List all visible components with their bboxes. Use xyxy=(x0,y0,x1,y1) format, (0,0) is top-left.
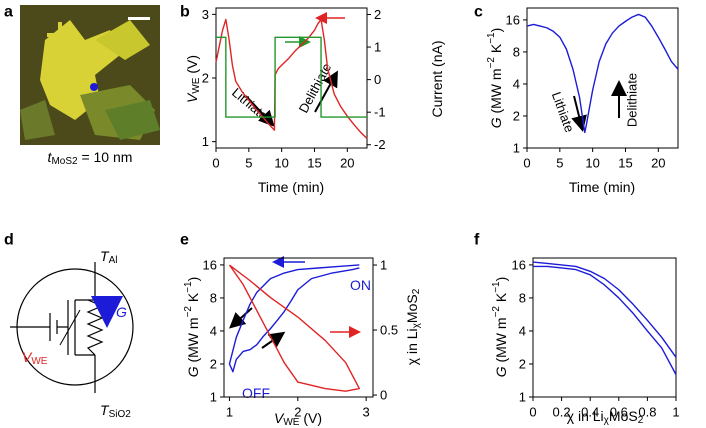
y-axis-label: G (MW m−2 K−1) xyxy=(183,277,202,378)
data-line xyxy=(228,264,360,373)
x-axis-label: χ in LiχMoS2 xyxy=(567,408,644,426)
y-tick-label: 4 xyxy=(513,76,520,91)
data-line xyxy=(228,264,361,392)
plot-frame xyxy=(532,257,677,398)
y2-tick-label: 1 xyxy=(374,40,381,55)
data-line xyxy=(526,13,679,134)
x-tick-label: 0 xyxy=(529,405,536,420)
y-tick-label: 8 xyxy=(210,290,217,305)
plot-frame xyxy=(223,257,374,398)
y2-tick-label: 1 xyxy=(380,258,387,273)
x-axis-label: Time (min) xyxy=(258,179,324,195)
x-tick-label: 0.2 xyxy=(553,405,571,420)
x-tick-label: 20 xyxy=(340,156,354,171)
y2-tick-label: 0.5 xyxy=(380,323,398,338)
panel-label: e xyxy=(180,232,189,249)
x-tick-label: 0.8 xyxy=(638,405,656,420)
y-tick-label: 2 xyxy=(519,356,526,371)
y-axis-label: G (MW m−2 K−1) xyxy=(491,277,510,378)
x-tick-label: 2 xyxy=(294,405,301,420)
x-axis-label: VWE (V) xyxy=(274,410,322,428)
y-tick-label: 8 xyxy=(519,290,526,305)
y2-tick-label: 0 xyxy=(374,72,381,87)
panel-label: c xyxy=(474,4,483,21)
panel-label: b xyxy=(180,4,190,21)
x-tick-label: 5 xyxy=(245,156,252,171)
y-tick-label: 1 xyxy=(519,390,526,405)
y-axis-label: VWE (V) xyxy=(184,55,202,103)
x-tick-label: 10 xyxy=(585,156,599,171)
data-line xyxy=(533,265,677,375)
data-line xyxy=(216,36,367,118)
process-arrow xyxy=(261,331,286,349)
annotation: Delithiate xyxy=(625,73,640,127)
y-tick-label: 1 xyxy=(210,390,217,405)
y2-axis-label: Current (nA) xyxy=(429,40,445,117)
x-tick-label: 15 xyxy=(307,156,321,171)
annotation: OFF xyxy=(242,385,270,401)
panel-label: d xyxy=(4,232,14,249)
plot-frame xyxy=(526,7,679,149)
annotation: ON xyxy=(350,277,371,293)
y-tick-label: 2 xyxy=(210,356,217,371)
circuit-label: TSiO2 xyxy=(100,402,131,420)
x-tick-label: 20 xyxy=(651,156,665,171)
circuit-label: VWE xyxy=(22,349,48,367)
micrograph xyxy=(20,5,160,145)
panel-label: a xyxy=(4,4,13,21)
process-arrow xyxy=(229,307,253,329)
y2-tick-label: 0 xyxy=(380,388,387,403)
image-caption: tMoS2 = 10 nm xyxy=(48,149,133,167)
x-tick-label: 0.4 xyxy=(581,405,599,420)
y-tick-label: 16 xyxy=(512,257,526,272)
plot-frame xyxy=(215,7,368,149)
y2-tick-label: -1 xyxy=(374,105,386,120)
y2-tick-label: -2 xyxy=(374,137,386,152)
y-tick-label: 1 xyxy=(202,134,209,149)
annotation: Lithiate xyxy=(549,90,577,135)
x-tick-label: 0 xyxy=(212,156,219,171)
circuit xyxy=(10,262,134,393)
circuit-label: TAl xyxy=(100,248,117,266)
y-tick-label: 1 xyxy=(513,141,520,156)
y-tick-label: 4 xyxy=(519,323,526,338)
data-line xyxy=(532,261,677,358)
data-line xyxy=(215,18,368,139)
x-tick-label: 3 xyxy=(363,405,370,420)
x-tick-label: 1 xyxy=(672,405,679,420)
y-tick-label: 3 xyxy=(202,7,209,22)
x-tick-label: 1 xyxy=(226,405,233,420)
x-tick-label: 0 xyxy=(523,156,530,171)
x-tick-label: 15 xyxy=(618,156,632,171)
y-axis-label: G (MW m−2 K−1) xyxy=(486,28,505,129)
x-axis-label: Time (min) xyxy=(569,179,635,195)
y2-tick-label: 2 xyxy=(374,7,381,22)
y2-axis-label: χ in LiχMoS2 xyxy=(404,288,422,365)
y-tick-label: 8 xyxy=(513,44,520,59)
process-arrow xyxy=(245,95,275,127)
panel-label: f xyxy=(474,232,480,249)
y-tick-label: 16 xyxy=(203,257,217,272)
x-tick-label: 10 xyxy=(274,156,288,171)
y-tick-label: 2 xyxy=(202,71,209,86)
x-tick-label: 0.6 xyxy=(610,405,628,420)
process-arrow xyxy=(314,70,338,113)
y-tick-label: 4 xyxy=(210,323,217,338)
x-tick-label: 5 xyxy=(556,156,563,171)
circuit-label: G xyxy=(116,304,127,320)
y-tick-label: 16 xyxy=(506,12,520,27)
process-arrow xyxy=(571,95,587,132)
y-tick-label: 2 xyxy=(513,108,520,123)
